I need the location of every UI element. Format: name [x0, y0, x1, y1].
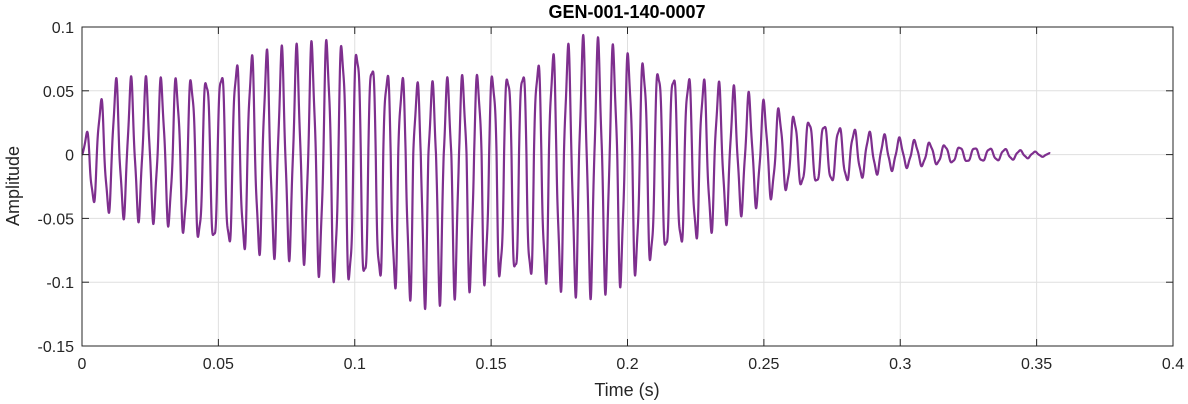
tick-layer: 0 0.05 0.1 0.15 0.2 0.25 0.3 0.35 0.4 -0.15 -0.1 -0… — [38, 20, 1185, 373]
y-tick-label: 0.1 — [52, 20, 74, 37]
x-tick-label: 0.4 — [1162, 356, 1184, 373]
y-tick-label: -0.15 — [38, 339, 75, 356]
series-layer — [81, 33, 1052, 311]
y-tick-label: -0.05 — [38, 211, 75, 228]
x-axis-title: Time (s) — [594, 380, 659, 400]
x-tick-label: 0.1 — [344, 356, 366, 373]
x-tick-label: 0 — [78, 356, 87, 373]
x-tick-label: 0.2 — [616, 356, 638, 373]
x-tick-label: 0.3 — [889, 356, 911, 373]
y-tick-label: 0.05 — [43, 84, 74, 101]
chart-title: GEN-001-140-0007 — [548, 2, 705, 22]
x-tick-label: 0.35 — [1021, 356, 1052, 373]
waveform-series-line — [81, 33, 1052, 311]
y-axis-title: Amplitude — [3, 146, 23, 226]
y-tick-label: 0 — [65, 148, 74, 165]
x-tick-label: 0.15 — [476, 356, 507, 373]
y-tick-label: -0.1 — [46, 275, 74, 292]
x-tick-label: 0.05 — [203, 356, 234, 373]
x-tick-label: 0.25 — [748, 356, 779, 373]
